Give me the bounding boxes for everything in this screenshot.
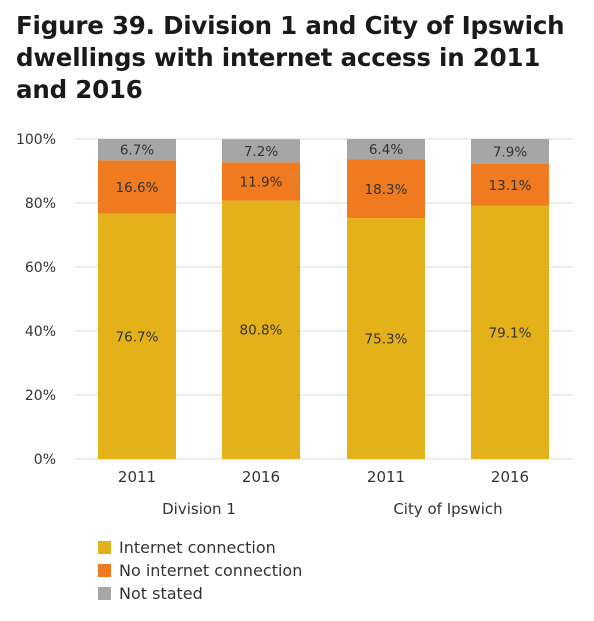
y-tick-label: 100% <box>16 132 56 148</box>
chart-legend: Internet connection No internet connecti… <box>98 536 302 605</box>
bar-segment-internet <box>471 205 549 459</box>
bar-segment-internet <box>222 200 300 459</box>
y-tick-label: 0% <box>34 452 56 468</box>
x-tick-label: 2011 <box>367 468 405 486</box>
chart-title-line-2: dwellings with internet access in 2011 <box>16 43 541 72</box>
x-tick-label: 2016 <box>491 468 529 486</box>
y-tick-label: 40% <box>25 324 56 340</box>
chart-title-line-1: Figure 39. Division 1 and City of Ipswic… <box>16 11 565 40</box>
legend-swatch-not-stated <box>98 587 111 600</box>
bar-segment-not-stated <box>98 139 176 161</box>
bar-segment-internet <box>347 218 425 459</box>
data-label-no-internet: 16.6% <box>116 180 159 196</box>
data-label-not-stated: 6.4% <box>369 142 403 158</box>
legend-label-internet: Internet connection <box>119 538 276 557</box>
legend-label-no-internet: No internet connection <box>119 561 303 580</box>
x-tick-label: 2016 <box>242 468 280 486</box>
data-label-no-internet: 18.3% <box>365 182 408 198</box>
data-label-not-stated: 7.2% <box>244 144 278 160</box>
group-label: City of Ipswich <box>393 500 502 518</box>
legend-label-not-stated: Not stated <box>119 584 203 603</box>
bar-segment-no-internet <box>471 163 549 206</box>
data-label-internet: 79.1% <box>489 325 532 341</box>
group-label: Division 1 <box>162 500 236 518</box>
legend-item-not-stated: Not stated <box>98 582 302 605</box>
bar-segment-no-internet <box>347 159 425 219</box>
bar-segment-no-internet <box>98 160 176 214</box>
legend-item-internet: Internet connection <box>98 536 302 559</box>
bar-segment-no-internet <box>222 162 300 201</box>
bar-segment-not-stated <box>471 139 549 164</box>
data-label-no-internet: 11.9% <box>240 174 283 190</box>
data-label-not-stated: 6.7% <box>120 143 154 159</box>
x-tick-label: 2011 <box>118 468 156 486</box>
legend-item-no-internet: No internet connection <box>98 559 302 582</box>
legend-swatch-no-internet <box>98 564 111 577</box>
data-label-no-internet: 13.1% <box>489 178 532 194</box>
y-tick-label: 80% <box>25 196 56 212</box>
data-label-internet: 75.3% <box>365 332 408 348</box>
data-label-internet: 76.7% <box>116 329 159 345</box>
y-tick-label: 60% <box>25 260 56 276</box>
chart-title-line-3: and 2016 <box>16 75 143 104</box>
chart-title: Figure 39. Division 1 and City of Ipswic… <box>16 10 576 106</box>
bar-segment-not-stated <box>347 139 425 160</box>
legend-swatch-internet <box>98 541 111 554</box>
data-label-not-stated: 7.9% <box>493 144 527 160</box>
y-tick-label: 20% <box>25 388 56 404</box>
bar-segment-not-stated <box>222 139 300 163</box>
bar-segment-internet <box>98 213 176 459</box>
data-label-internet: 80.8% <box>240 323 283 339</box>
